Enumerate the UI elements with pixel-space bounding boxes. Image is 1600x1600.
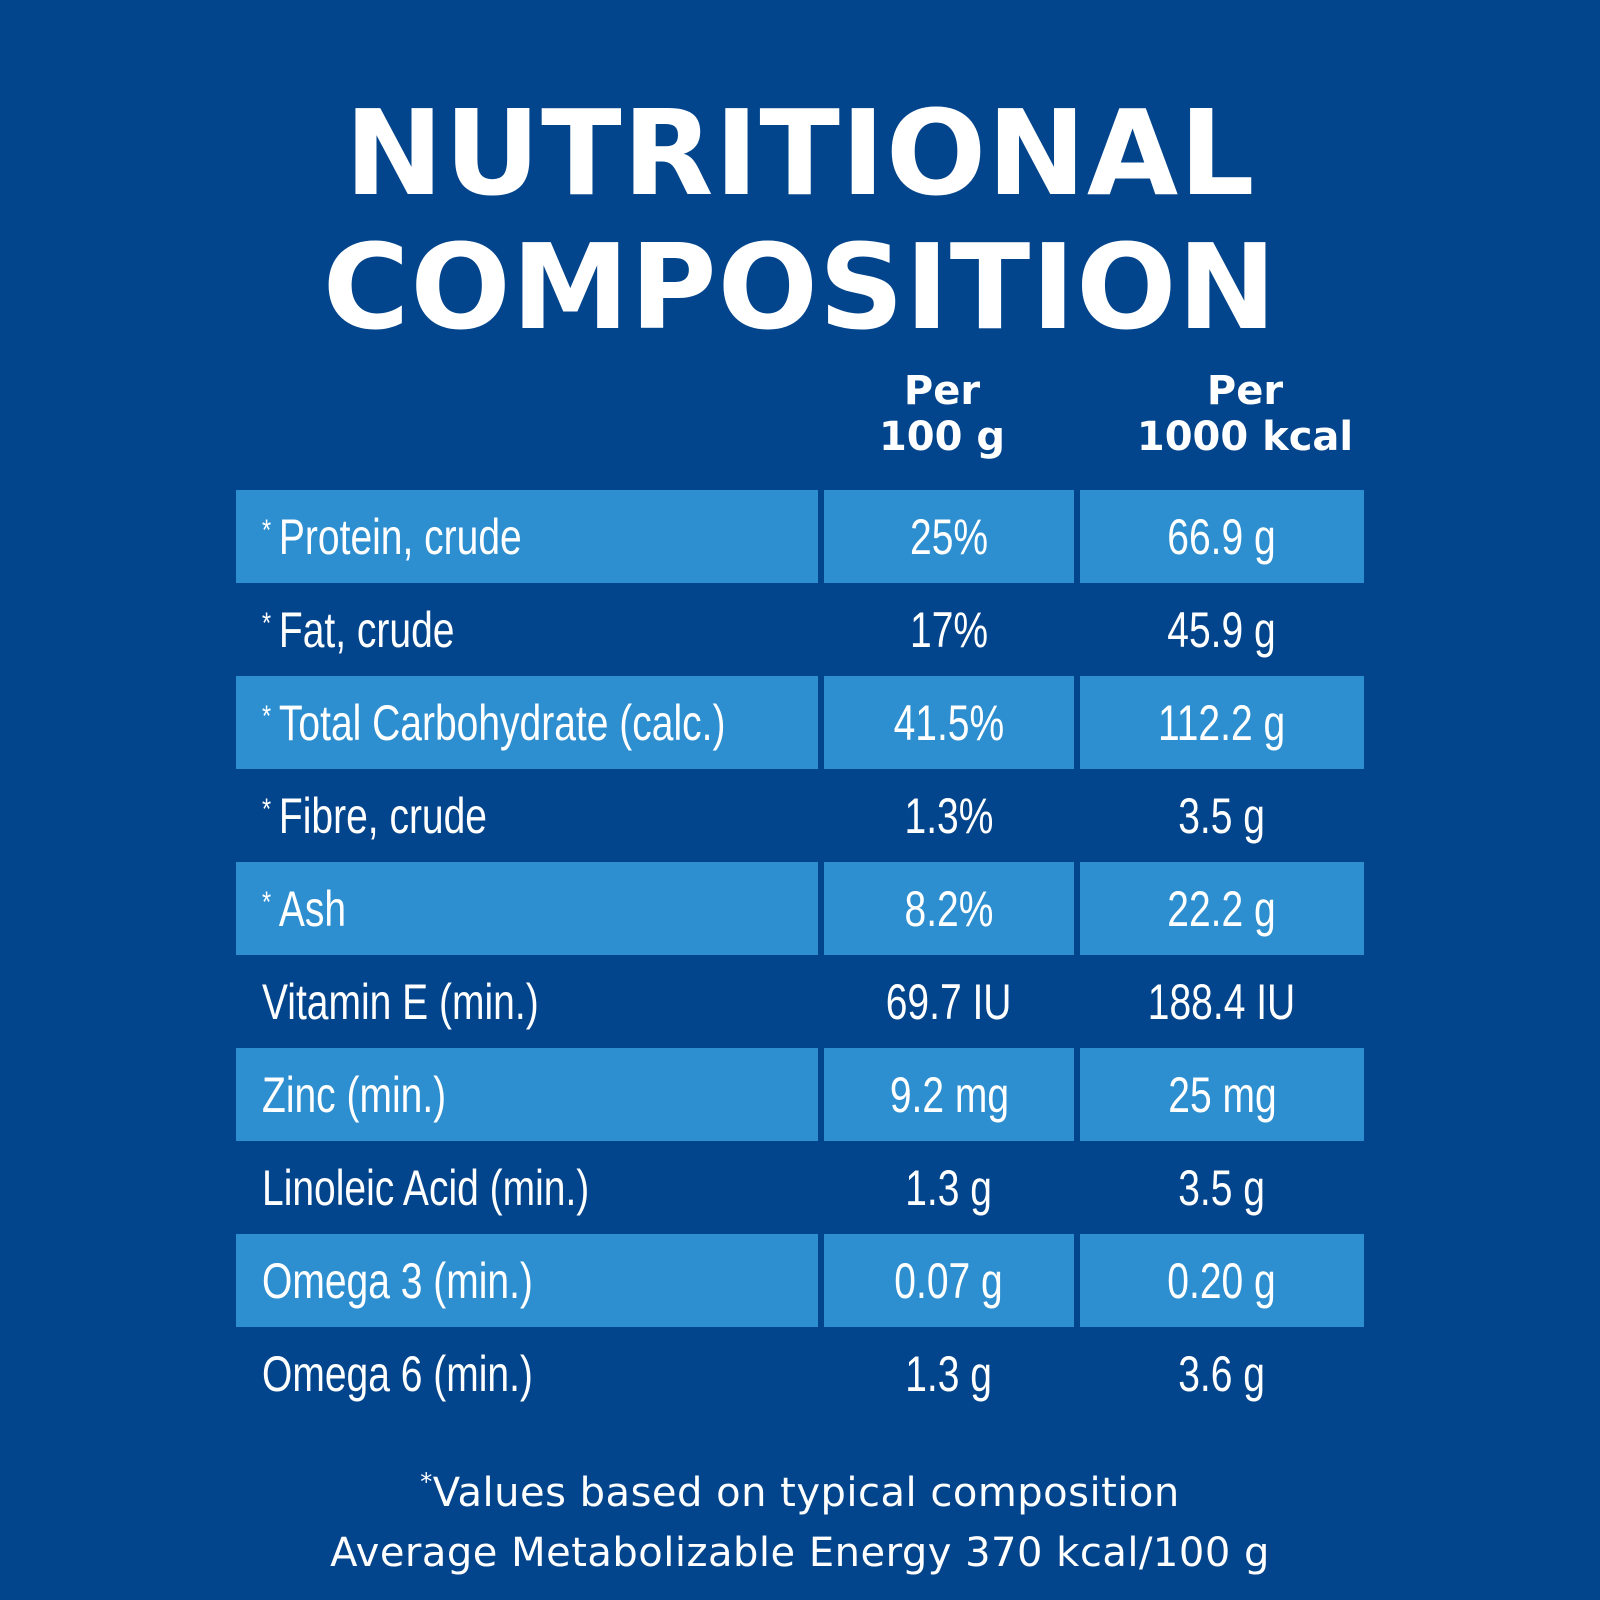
column-header-per-100g: Per 100 g [822,368,1062,460]
per-100g-cell: 1.3 g [824,1141,1074,1234]
nutrient-name-cell: * Protein, crude [236,490,818,583]
per-100g-value: 8.2% [904,880,994,937]
nutrient-name: Total Carbohydrate (calc.) [278,694,726,751]
nutrient-name-cell: Vitamin E (min.) [236,955,818,1048]
per-100g-value: 1.3% [904,787,994,844]
per-1000kcal-cell: 3.5 g [1080,1141,1364,1234]
per-100g-value: 41.5% [893,694,1005,751]
per-100g-cell: 0.07 g [824,1234,1074,1327]
footnote-line-2: Average Metabolizable Energy 370 kcal/10… [330,1530,1270,1576]
per-100g-value: 1.3 g [905,1159,993,1216]
nutrient-name: Fat, crude [278,601,455,658]
per-100g-cell: 17% [824,583,1074,676]
per-100g-value: 69.7 IU [886,973,1012,1030]
page-title: NUTRITIONAL COMPOSITION [0,86,1600,354]
per-100g-cell: 1.3% [824,769,1074,862]
footnote-text-1: Values based on typical composition [432,1470,1180,1516]
per-1000kcal-cell: 45.9 g [1080,583,1364,676]
per-1000kcal-value: 112.2 g [1158,694,1286,751]
per-100g-value: 25% [909,508,989,565]
table-row: * Ash 8.2% 22.2 g [236,862,1364,955]
nutrient-name: Fibre, crude [278,787,488,844]
footnote-asterisk: * [420,1468,433,1496]
asterisk-mark: * [262,792,272,826]
nutrient-name-cell: Linoleic Acid (min.) [236,1141,818,1234]
per-100g-value: 17% [909,601,989,658]
per-1000kcal-value: 25 mg [1167,1066,1277,1123]
column-header-per-100g-line-2: 100 g [878,414,1006,460]
column-header-per-1000kcal: Per 1000 kcal [1080,368,1410,460]
nutrient-name: Linoleic Acid (min.) [262,1159,590,1216]
per-1000kcal-value: 3.5 g [1178,1159,1266,1216]
nutrient-name-cell: Omega 6 (min.) [236,1327,818,1420]
nutrient-name: Omega 6 (min.) [262,1345,533,1402]
column-header-per-100g-line-1: Per [903,368,981,414]
nutrient-name: Protein, crude [278,508,522,565]
per-100g-value: 1.3 g [905,1345,993,1402]
title-line-1: NUTRITIONAL [344,84,1256,222]
per-100g-cell: 9.2 mg [824,1048,1074,1141]
per-1000kcal-cell: 188.4 IU [1080,955,1364,1048]
nutrient-name: Omega 3 (min.) [262,1252,533,1309]
per-100g-cell: 41.5% [824,676,1074,769]
nutrient-name: Zinc (min.) [262,1066,447,1123]
per-100g-value: 9.2 mg [889,1066,1009,1123]
per-100g-cell: 25% [824,490,1074,583]
per-1000kcal-value: 45.9 g [1167,601,1277,658]
per-100g-cell: 69.7 IU [824,955,1074,1048]
table-row: Zinc (min.) 9.2 mg 25 mg [236,1048,1364,1141]
per-1000kcal-cell: 3.5 g [1080,769,1364,862]
per-100g-cell: 8.2% [824,862,1074,955]
nutrient-name-cell: * Ash [236,862,818,955]
asterisk-mark: * [262,606,272,640]
nutrition-table: * Protein, crude 25% 66.9 g * Fat, crude 1… [236,490,1364,1420]
per-1000kcal-cell: 3.6 g [1080,1327,1364,1420]
per-1000kcal-value: 3.6 g [1178,1345,1266,1402]
per-100g-value: 0.07 g [894,1252,1004,1309]
table-row: * Protein, crude 25% 66.9 g [236,490,1364,583]
nutrient-name: Vitamin E (min.) [262,973,539,1030]
per-1000kcal-cell: 25 mg [1080,1048,1364,1141]
per-1000kcal-value: 66.9 g [1167,508,1277,565]
asterisk-mark: * [262,885,272,919]
nutrient-name: Ash [278,880,347,937]
footnote: *Values based on typical composition Ave… [0,1452,1600,1583]
table-row: Omega 6 (min.) 1.3 g 3.6 g [236,1327,1364,1420]
nutrient-name-cell: * Fibre, crude [236,769,818,862]
table-row: * Fibre, crude 1.3% 3.5 g [236,769,1364,862]
nutrient-name-cell: * Total Carbohydrate (calc.) [236,676,818,769]
per-1000kcal-cell: 66.9 g [1080,490,1364,583]
nutrient-name-cell: Zinc (min.) [236,1048,818,1141]
column-header-per-1000kcal-line-1: Per [1206,368,1284,414]
table-row: Linoleic Acid (min.) 1.3 g 3.5 g [236,1141,1364,1234]
table-row: * Total Carbohydrate (calc.) 41.5% 112.2 … [236,676,1364,769]
table-row: Vitamin E (min.) 69.7 IU 188.4 IU [236,955,1364,1048]
per-1000kcal-cell: 112.2 g [1080,676,1364,769]
asterisk-mark: * [262,699,272,733]
footnote-line-1: *Values based on typical composition [0,1452,1600,1523]
table-row: Omega 3 (min.) 0.07 g 0.20 g [236,1234,1364,1327]
per-1000kcal-cell: 22.2 g [1080,862,1364,955]
per-1000kcal-value: 22.2 g [1167,880,1277,937]
table-row: * Fat, crude 17% 45.9 g [236,583,1364,676]
per-1000kcal-value: 3.5 g [1178,787,1266,844]
title-line-2: COMPOSITION [322,218,1278,356]
per-1000kcal-cell: 0.20 g [1080,1234,1364,1327]
per-1000kcal-value: 0.20 g [1167,1252,1277,1309]
nutrient-name-cell: * Fat, crude [236,583,818,676]
per-100g-cell: 1.3 g [824,1327,1074,1420]
asterisk-mark: * [262,513,272,547]
per-1000kcal-value: 188.4 IU [1148,973,1296,1030]
column-header-per-1000kcal-line-2: 1000 kcal [1136,414,1354,460]
nutrient-name-cell: Omega 3 (min.) [236,1234,818,1327]
